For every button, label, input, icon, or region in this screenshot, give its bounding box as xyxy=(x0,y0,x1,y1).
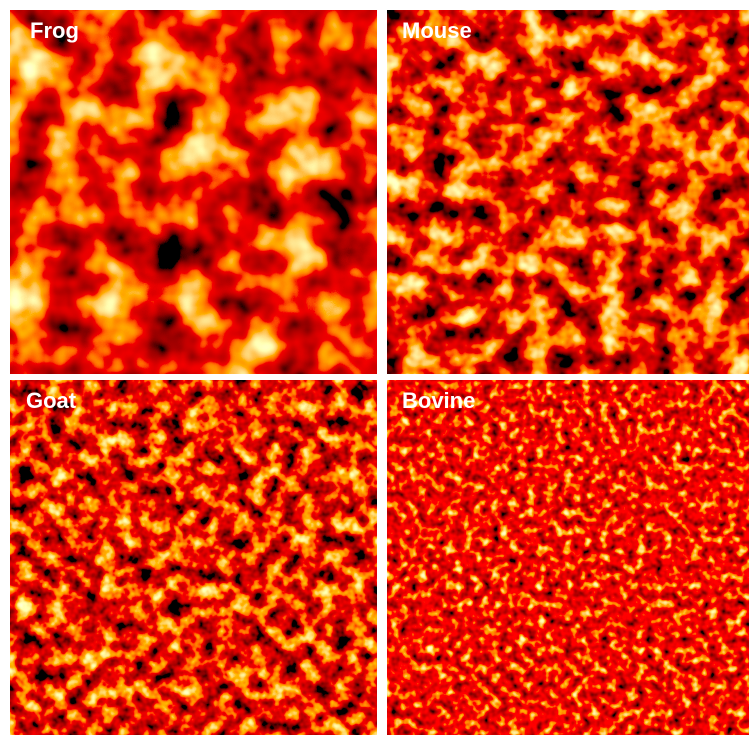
panel-label: Goat xyxy=(26,388,77,413)
figure: Frog Mouse Goat Bovine xyxy=(0,0,753,741)
micrograph xyxy=(387,380,749,735)
micrograph xyxy=(387,10,749,374)
panel: Bovine xyxy=(387,380,749,735)
panel-label: Frog xyxy=(30,18,79,43)
panel-label: Bovine xyxy=(402,388,475,413)
micrograph xyxy=(10,380,377,735)
panel-label: Mouse xyxy=(402,18,472,43)
panel: Goat xyxy=(10,380,377,735)
micrograph xyxy=(10,10,377,374)
panel: Frog xyxy=(10,10,377,374)
panel: Mouse xyxy=(387,10,749,374)
